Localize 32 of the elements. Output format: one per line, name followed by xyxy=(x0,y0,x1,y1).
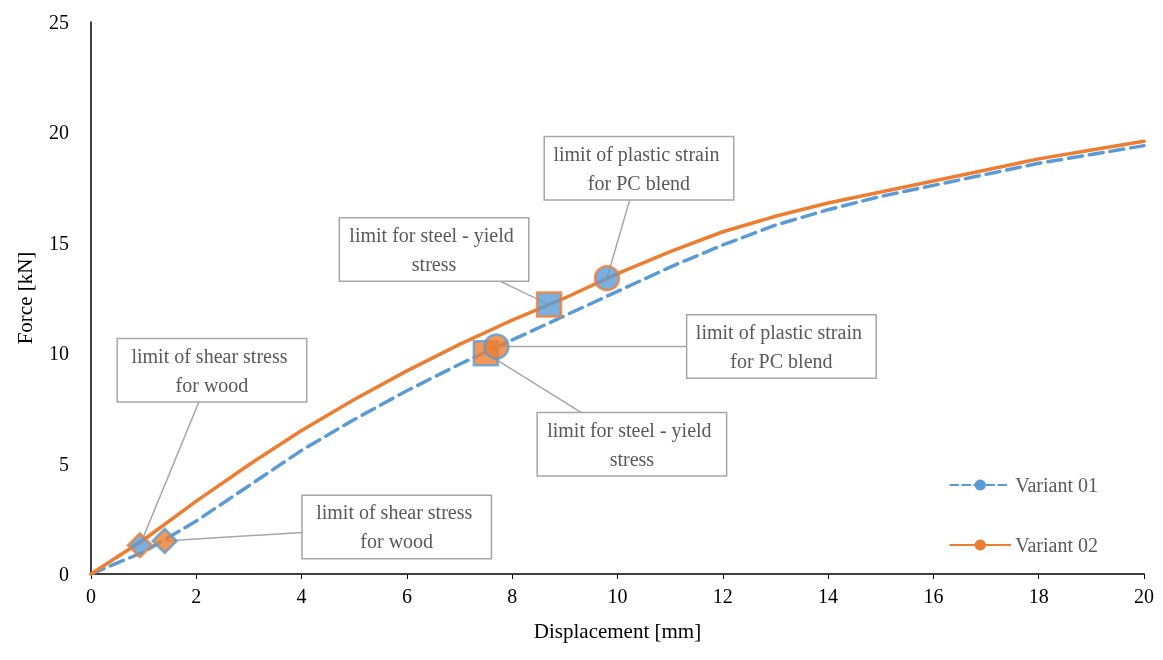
y-tick-label: 10 xyxy=(49,342,69,365)
x-tick-label: 0 xyxy=(86,585,96,607)
annotation: limit of plastic strain for PC blend xyxy=(695,321,867,373)
y-tick-label: 5 xyxy=(59,452,69,475)
point xyxy=(151,527,178,555)
x-tick-label: 12 xyxy=(712,585,733,607)
y-tick-label: 15 xyxy=(49,231,69,254)
y-tick-label: 20 xyxy=(49,121,69,144)
x-tick-label: 10 xyxy=(607,585,628,607)
annotation: limit for steel - yield stress xyxy=(547,418,717,470)
x-tick-label: 6 xyxy=(401,585,412,607)
x-tick-label: 8 xyxy=(507,585,518,607)
legend-label: Variant 02 xyxy=(1015,534,1099,556)
point xyxy=(593,264,621,292)
y-tick-label: 25 xyxy=(49,11,69,33)
x-tick-label: 4 xyxy=(296,585,307,607)
legend-label: Variant 01 xyxy=(1015,474,1099,496)
annotation: limit for steel - yield stress xyxy=(349,224,519,276)
x-tick-label: 18 xyxy=(1028,585,1049,607)
annotation: limit of shear stress for wood xyxy=(316,501,478,553)
point xyxy=(483,333,510,360)
x-tick-label: 16 xyxy=(923,585,944,607)
x-tick-label: 2 xyxy=(191,585,202,607)
annotation: limit of plastic strain for PC blend xyxy=(553,142,725,194)
x-axis-title: Displacement [mm] xyxy=(533,618,702,643)
annotation: limit of shear stress for wood xyxy=(131,344,293,396)
x-tick-label: 20 xyxy=(1134,585,1154,607)
x-tick-label: 14 xyxy=(818,585,839,607)
point xyxy=(535,291,563,318)
point xyxy=(126,532,154,559)
y-tick-label: 0 xyxy=(59,563,69,585)
y-axis-title: Force [kN] xyxy=(12,251,37,345)
